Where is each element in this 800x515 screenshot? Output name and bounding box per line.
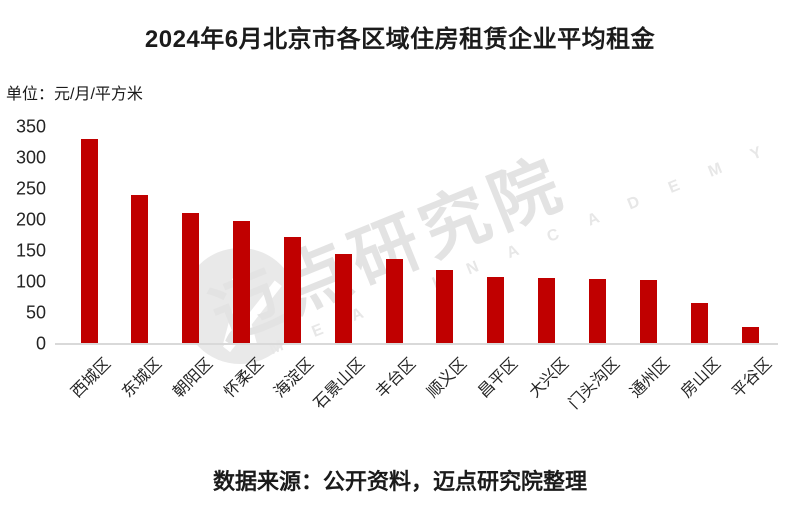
chart-title: 2024年6月北京市各区域住房租赁企业平均租金 — [144, 26, 656, 53]
bar-怀柔区 — [233, 220, 251, 344]
bar-东城区 — [131, 194, 149, 344]
y-tick-label: 150 — [15, 240, 46, 260]
bar-西城区 — [80, 138, 98, 344]
bar-大兴区 — [538, 278, 556, 344]
bar-丰台区 — [385, 259, 403, 344]
y-tick-label: 300 — [15, 147, 46, 167]
unit-label: 单位：元/月/平方米 — [6, 86, 143, 103]
y-tick-label: 100 — [15, 271, 46, 291]
x-axis-line — [55, 343, 778, 345]
bar-朝阳区 — [182, 212, 200, 344]
y-tick-label: 200 — [15, 209, 46, 229]
bar-海淀区 — [283, 236, 301, 344]
bar-通州区 — [639, 279, 657, 344]
data-source-note: 数据来源：公开资料，迈点研究院整理 — [212, 469, 587, 494]
bar-顺义区 — [436, 270, 454, 344]
y-tick-label: 50 — [25, 302, 46, 322]
bar-石景山区 — [334, 253, 352, 344]
bar-昌平区 — [487, 276, 505, 344]
bar-平谷区 — [741, 327, 759, 344]
y-tick-label: 350 — [15, 116, 46, 136]
y-tick-label: 0 — [35, 333, 46, 353]
bar-门头沟区 — [589, 279, 606, 344]
bar-房山区 — [690, 302, 708, 344]
y-tick-label: 250 — [15, 178, 46, 198]
